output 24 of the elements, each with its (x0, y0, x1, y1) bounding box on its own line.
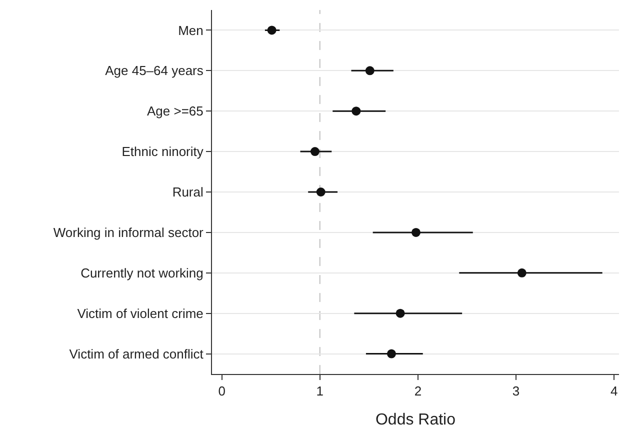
x-tick-label: 3 (512, 384, 520, 399)
point (316, 188, 326, 196)
point (352, 106, 361, 116)
y-tick-label: Currently not working (80, 265, 204, 280)
point (517, 268, 526, 278)
y-tick-label: Working in informal sector (53, 224, 204, 240)
point (310, 147, 320, 156)
point (365, 66, 374, 76)
point (396, 308, 405, 318)
y-tick-label: Age >=65 (147, 104, 204, 119)
point (267, 26, 276, 35)
y-tick-label: Victim of armed conflict (69, 346, 204, 362)
point (386, 349, 396, 358)
y-tick-label: Men (178, 22, 204, 38)
y-tick-label: Victim of violent crime (77, 306, 204, 321)
y-tick-label: Age 45–64 years (105, 63, 204, 78)
x-tick-label: 1 (316, 384, 324, 399)
x-tick-label: 0 (218, 384, 226, 399)
x-tick-label: 2 (414, 384, 422, 399)
y-tick-label: Rural (172, 184, 204, 200)
x-tick-label: 4 (610, 384, 618, 399)
y-tick-label: Ethnic ninority (122, 144, 204, 160)
point (411, 228, 420, 237)
x-axis-title: Odds Ratio (375, 411, 456, 428)
